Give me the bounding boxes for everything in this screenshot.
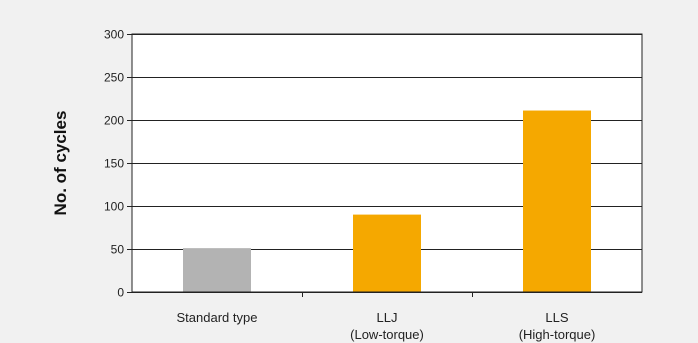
y-tick-label: 250 — [104, 71, 124, 85]
x-tick-label: (Low-torque) — [350, 327, 424, 342]
x-tick-label: (High-torque) — [519, 327, 596, 342]
bars — [183, 110, 591, 292]
y-tick-label: 100 — [104, 200, 124, 214]
x-tick-label: LLJ — [377, 310, 398, 325]
y-tick-label: 0 — [117, 286, 124, 300]
y-tick-label: 300 — [104, 28, 124, 42]
x-axis-ticks: Standard type LLJ (Low-torque) LLS (High-tor… — [177, 292, 596, 342]
y-tick-label: 150 — [104, 157, 124, 171]
bar — [523, 110, 591, 292]
bar — [183, 248, 251, 292]
bar — [353, 214, 421, 292]
y-axis-ticks: 0 50 100 150 200 250 300 — [104, 28, 132, 300]
y-axis-label: No. of cycles — [51, 111, 70, 216]
y-tick-label: 200 — [104, 114, 124, 128]
x-tick-label: LLS — [545, 310, 568, 325]
y-tick-label: 50 — [111, 243, 125, 257]
x-tick-label: Standard type — [177, 310, 258, 325]
